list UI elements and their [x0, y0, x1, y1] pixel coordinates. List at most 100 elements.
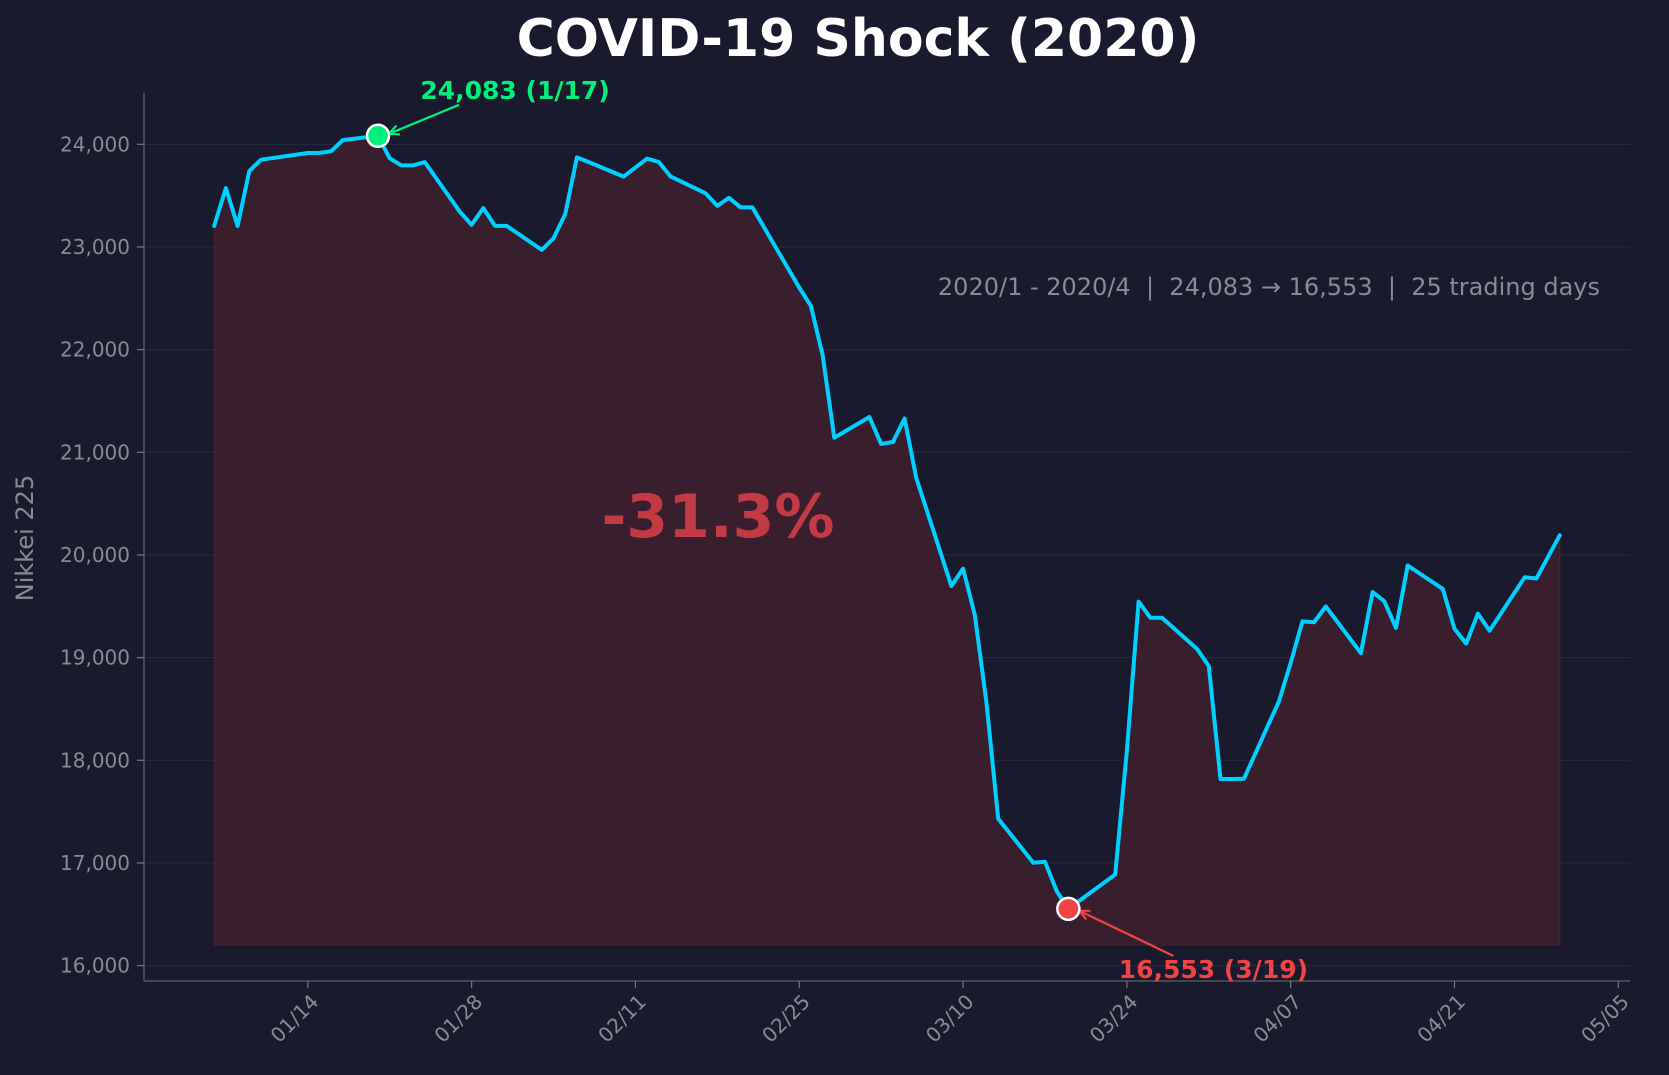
- annotations: 24,083 (1/17) 16,553 (3/19): [365, 76, 1308, 984]
- trough-label: 16,553 (3/19): [1119, 955, 1308, 984]
- data-point: [493, 224, 497, 228]
- data-point: [1476, 612, 1480, 616]
- data-point: [411, 163, 415, 167]
- data-point: [727, 196, 731, 200]
- data-point: [985, 701, 989, 705]
- data-point: [996, 817, 1000, 821]
- y-ticks: 16,000 17,000 18,000 19,000 20,000 21,000 22,0…: [60, 132, 144, 978]
- y-axis-label: Nikkei 225: [11, 475, 39, 601]
- x-tick-label: 03/24: [1085, 990, 1143, 1048]
- data-point: [1488, 629, 1492, 633]
- y-tick-label: 23,000: [60, 235, 130, 259]
- data-point: [1359, 651, 1363, 655]
- x-tick-label: 01/28: [429, 990, 487, 1048]
- data-point: [1230, 777, 1234, 781]
- drawdown-area: [213, 135, 1561, 946]
- data-point: [1464, 642, 1468, 646]
- data-point: [715, 204, 719, 208]
- data-point: [1207, 664, 1211, 668]
- data-point: [891, 440, 895, 444]
- trough-arrow: [1078, 909, 1174, 957]
- data-point: [903, 417, 907, 421]
- x-tick-label: 02/11: [593, 990, 651, 1048]
- data-point: [587, 160, 591, 164]
- y-tick-label: 22,000: [60, 338, 130, 362]
- data-point: [329, 149, 333, 153]
- data-point: [212, 224, 216, 228]
- data-point: [236, 224, 240, 228]
- data-point: [1312, 620, 1316, 624]
- data-point: [470, 223, 474, 227]
- data-point: [1160, 616, 1164, 620]
- data-point: [341, 138, 345, 142]
- data-point: [1219, 777, 1223, 781]
- x-tick-label: 01/14: [266, 990, 324, 1048]
- data-point: [821, 353, 825, 357]
- data-point: [809, 304, 813, 308]
- data-point: [1137, 600, 1141, 604]
- y-tick-label: 17,000: [60, 851, 130, 875]
- data-point: [914, 476, 918, 480]
- data-point: [481, 206, 485, 210]
- y-tick-label: 19,000: [60, 646, 130, 670]
- data-point: [1113, 873, 1117, 877]
- data-point: [961, 567, 965, 571]
- series-line-nikkei-225: [212, 133, 1562, 911]
- data-point: [832, 436, 836, 440]
- data-point: [867, 415, 871, 419]
- data-point: [1453, 627, 1457, 631]
- summary-text: 2020/1 - 2020/4 | 24,083 → 16,553 | 25 t…: [938, 273, 1600, 301]
- x-tick-label: 04/21: [1412, 990, 1470, 1048]
- data-point: [1043, 860, 1047, 864]
- data-point: [1289, 661, 1293, 665]
- data-point: [949, 584, 953, 588]
- data-point: [552, 236, 556, 240]
- data-point: [563, 212, 567, 216]
- data-point: [540, 248, 544, 252]
- data-point: [669, 174, 673, 178]
- data-point: [1324, 605, 1328, 609]
- data-point: [1055, 889, 1059, 893]
- data-point: [750, 205, 754, 209]
- data-point: [1277, 699, 1281, 703]
- data-point: [657, 160, 661, 164]
- y-tick-label: 20,000: [60, 543, 130, 567]
- data-point: [505, 224, 509, 228]
- data-point: [1148, 616, 1152, 620]
- data-point: [1125, 749, 1129, 753]
- data-point: [1394, 626, 1398, 630]
- y-tick-label: 24,000: [60, 132, 130, 156]
- data-point: [247, 169, 251, 173]
- data-point: [423, 160, 427, 164]
- x-tick-label: 03/10: [921, 990, 979, 1048]
- data-point: [1523, 575, 1527, 579]
- data-point: [575, 155, 579, 159]
- x-tick-label: 02/25: [757, 990, 815, 1048]
- trough-marker: [1056, 896, 1081, 922]
- data-point: [399, 163, 403, 167]
- data-point: [1382, 599, 1386, 603]
- data-point: [973, 613, 977, 617]
- data-point: [622, 175, 626, 179]
- data-point: [1031, 861, 1035, 865]
- data-point: [458, 210, 462, 214]
- data-point: [645, 157, 649, 161]
- data-point: [1242, 777, 1246, 781]
- x-tick-label: 05/05: [1576, 990, 1634, 1048]
- data-point: [318, 151, 322, 155]
- data-point: [879, 442, 883, 446]
- data-point: [306, 151, 310, 155]
- data-point: [739, 205, 743, 209]
- data-point: [1300, 619, 1304, 623]
- data-point: [1406, 564, 1410, 568]
- chart-title: COVID-19 Shock (2020): [517, 9, 1200, 69]
- peak-marker: [365, 123, 391, 149]
- x-tick-label: 04/07: [1248, 990, 1306, 1048]
- y-tick-label: 16,000: [60, 954, 130, 978]
- data-point: [1558, 533, 1562, 537]
- data-point: [224, 186, 228, 190]
- peak-arrow: [388, 103, 460, 135]
- data-point: [1195, 647, 1199, 651]
- drawdown-label: -31.3%: [601, 482, 834, 552]
- y-tick-label: 21,000: [60, 440, 130, 464]
